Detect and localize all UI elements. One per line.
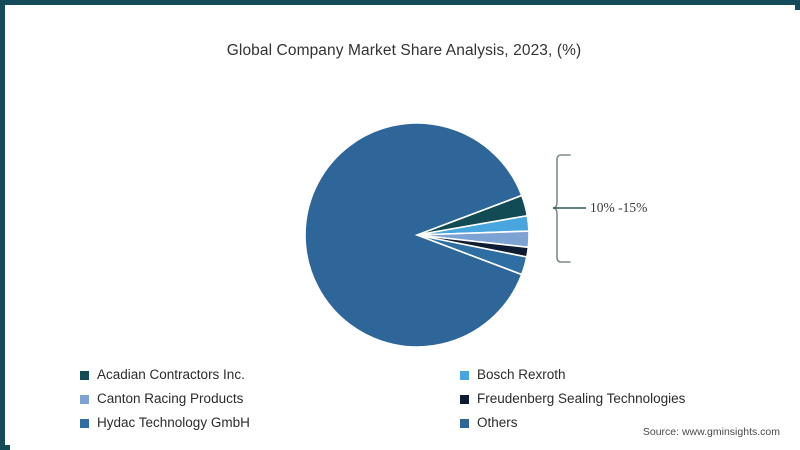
chart-canvas: Global Company Market Share Analysis, 20… — [10, 10, 800, 450]
legend-item-label: Freudenberg Sealing Technologies — [477, 391, 686, 407]
legend-item[interactable]: Freudenberg Sealing Technologies — [460, 388, 798, 410]
legend-item[interactable]: Others — [460, 412, 798, 434]
legend-swatch-icon — [460, 418, 469, 428]
legend-swatch-icon — [460, 394, 469, 404]
pie-slice — [304, 122, 523, 348]
legend-item[interactable]: Bosch Rexroth — [460, 364, 798, 386]
legend-item-label: Hydac Technology GmbH — [97, 415, 250, 431]
legend-item-label: Bosch Rexroth — [477, 367, 566, 383]
source-attribution: Source: www.gminsights.com — [642, 426, 780, 438]
legend-item-label: Acadian Contractors Inc. — [97, 367, 245, 383]
pie-slices-group — [304, 122, 530, 348]
chart-legend: Acadian Contractors Inc. Canton Racing Pr… — [80, 364, 780, 434]
legend-item-label: Canton Racing Products — [97, 391, 244, 407]
chart-title: Global Company Market Share Analysis, 20… — [226, 42, 582, 59]
pie-chart-svg — [304, 122, 586, 348]
curly-brace-icon — [552, 154, 586, 263]
legend-item[interactable]: Canton Racing Products — [80, 388, 420, 410]
legend-swatch-icon — [80, 370, 89, 380]
legend-swatch-icon — [80, 418, 89, 428]
legend-column-left: Acadian Contractors Inc. Canton Racing Pr… — [80, 364, 420, 436]
legend-item[interactable]: Acadian Contractors Inc. — [80, 364, 420, 386]
legend-column-right: Bosch Rexroth Freudenberg Sealing Technol… — [460, 364, 798, 436]
legend-item[interactable]: Hydac Technology GmbH — [80, 412, 420, 434]
annotation-label: 10% -15% — [590, 200, 648, 215]
pie-chart-area: 10% -15% — [12, 12, 796, 352]
legend-swatch-icon — [460, 370, 469, 380]
legend-item-label: Others — [477, 415, 518, 431]
legend-swatch-icon — [80, 394, 89, 404]
